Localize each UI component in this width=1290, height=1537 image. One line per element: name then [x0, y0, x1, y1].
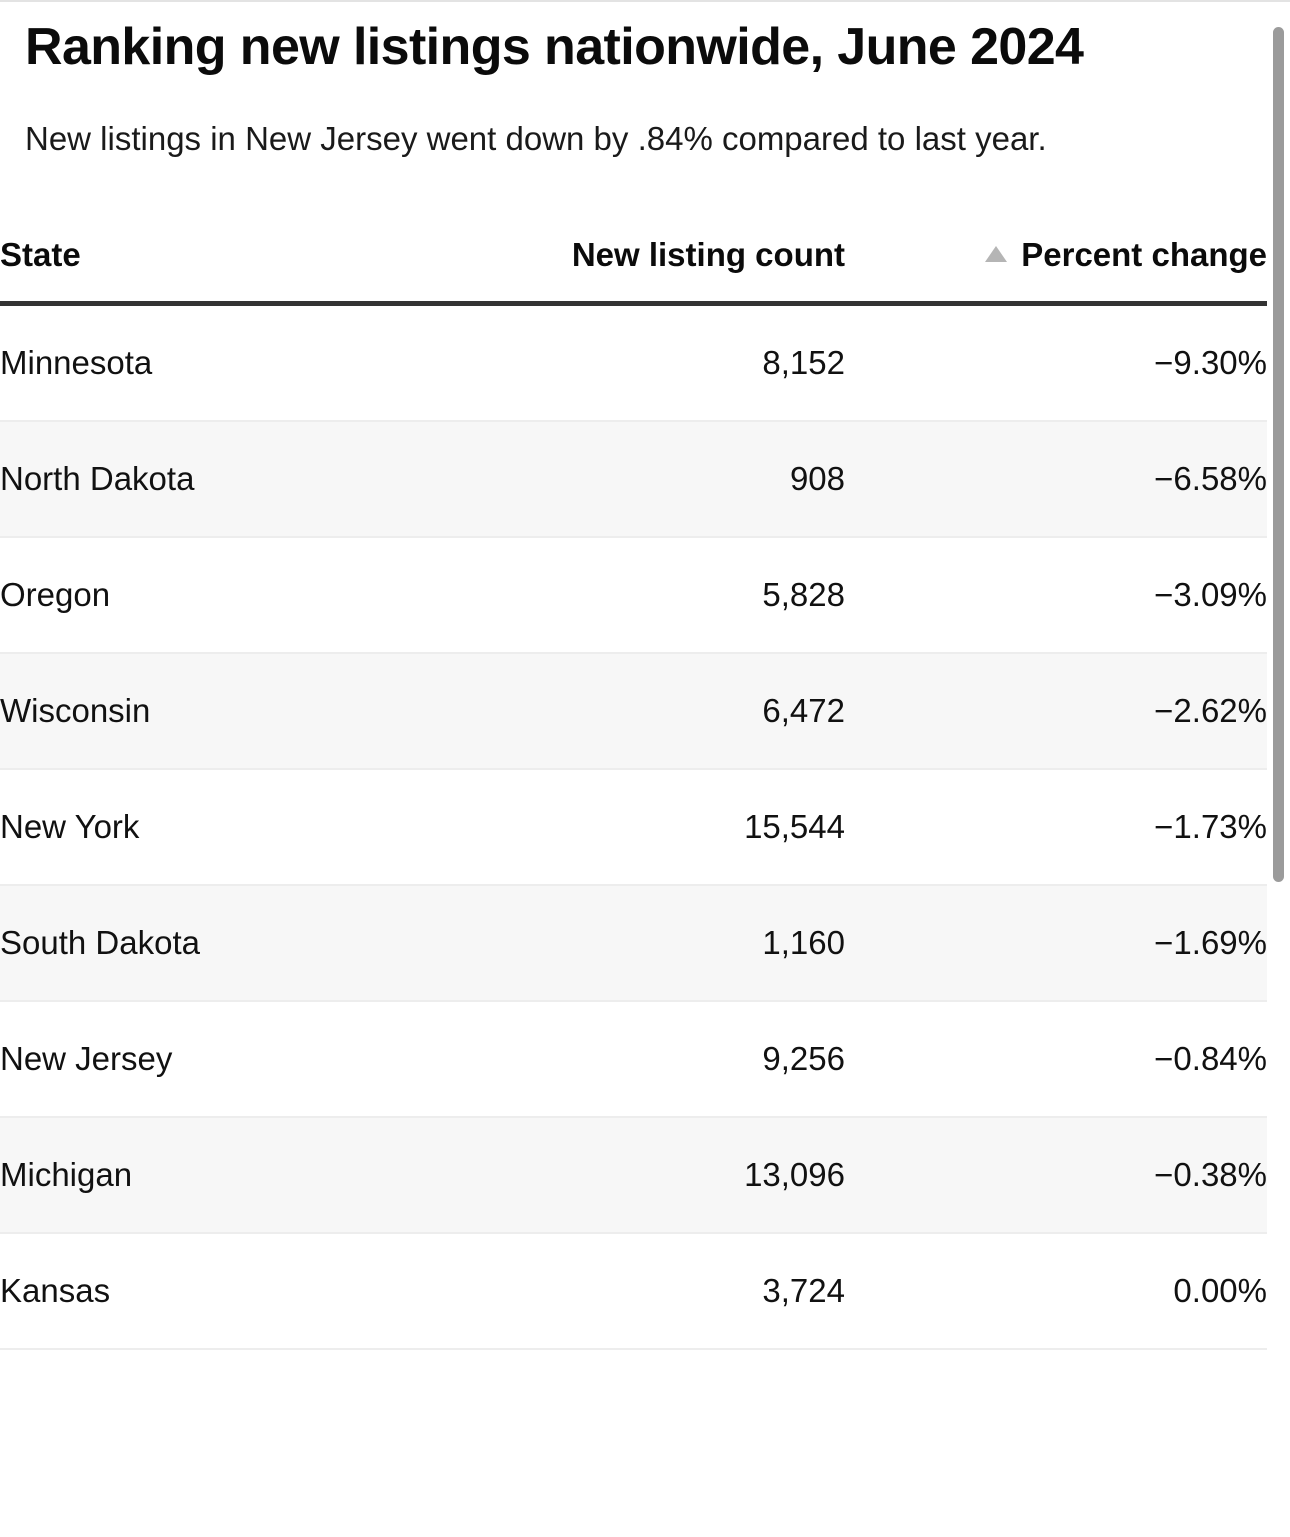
column-header-percent-change-label: Percent change [1021, 236, 1267, 274]
cell-state: Oregon [0, 536, 520, 654]
column-header-new-listing-count[interactable]: New listing count [520, 233, 845, 306]
cell-state: South Dakota [0, 884, 520, 1002]
table-row[interactable]: New Jersey 9,256 −0.84% [0, 1000, 1267, 1118]
cell-new-listing-count: 1,160 [520, 884, 845, 1002]
table-header-row: State New listing count Percent change [0, 233, 1267, 306]
table-row[interactable]: Michigan 13,096 −0.38% [0, 1116, 1267, 1234]
cell-percent-change: −1.73% [845, 768, 1267, 886]
table-row[interactable]: Minnesota 8,152 −9.30% [0, 303, 1267, 422]
column-header-state-label: State [0, 236, 81, 274]
cell-new-listing-count: 6,472 [520, 652, 845, 770]
table-row[interactable]: Oregon 5,828 −3.09% [0, 536, 1267, 654]
cell-percent-change: −2.62% [845, 652, 1267, 770]
table-row[interactable]: New York 15,544 −1.73% [0, 768, 1267, 886]
table-row[interactable]: Wisconsin 6,472 −2.62% [0, 652, 1267, 770]
cell-percent-change: −1.69% [845, 884, 1267, 1002]
sort-ascending-triangle-icon [985, 246, 1008, 263]
vertical-scrollbar-thumb[interactable] [1273, 27, 1284, 882]
page-subtitle: New listings in New Jersey went down by … [25, 120, 1047, 158]
cell-new-listing-count: 908 [520, 420, 845, 538]
table-row[interactable]: Kansas 3,724 0.00% [0, 1232, 1267, 1350]
cell-percent-change: −9.30% [845, 303, 1267, 422]
cell-percent-change: 0.00% [845, 1232, 1267, 1350]
column-header-new-listing-count-label: New listing count [571, 236, 845, 274]
cell-state: Wisconsin [0, 652, 520, 770]
table-head: State New listing count Percent change [0, 233, 1267, 306]
cell-state: New York [0, 768, 520, 886]
cell-new-listing-count: 3,724 [520, 1232, 845, 1350]
table-body: Minnesota 8,152 −9.30% North Dakota 908 −6.58… [0, 303, 1267, 1350]
header-block: Ranking new listings nationwide, June 20… [0, 18, 1290, 161]
column-header-state[interactable]: State [0, 233, 520, 306]
cell-state: Kansas [0, 1232, 520, 1350]
cell-state: Michigan [0, 1116, 520, 1234]
table-row[interactable]: North Dakota 908 −6.58% [0, 420, 1267, 538]
cell-percent-change: −3.09% [845, 536, 1267, 654]
column-header-percent-change[interactable]: Percent change [845, 233, 1267, 306]
cell-state: Minnesota [0, 303, 520, 422]
cell-percent-change: −6.58% [845, 420, 1267, 538]
table-row[interactable]: South Dakota 1,160 −1.69% [0, 884, 1267, 1002]
cell-new-listing-count: 8,152 [520, 303, 845, 422]
cell-new-listing-count: 9,256 [520, 1000, 845, 1118]
table-container: State New listing count Percent change M… [0, 233, 1290, 1350]
cell-state: New Jersey [0, 1000, 520, 1118]
cell-state: North Dakota [0, 420, 520, 538]
cell-new-listing-count: 13,096 [520, 1116, 845, 1234]
rankings-table: State New listing count Percent change M… [0, 233, 1267, 1350]
cell-new-listing-count: 15,544 [520, 768, 845, 886]
page-title: Ranking new listings nationwide, June 20… [25, 18, 1084, 76]
cell-percent-change: −0.38% [845, 1116, 1267, 1234]
cell-percent-change: −0.84% [845, 1000, 1267, 1118]
vertical-scrollbar-track[interactable] [1267, 4, 1290, 1537]
cell-new-listing-count: 5,828 [520, 536, 845, 654]
